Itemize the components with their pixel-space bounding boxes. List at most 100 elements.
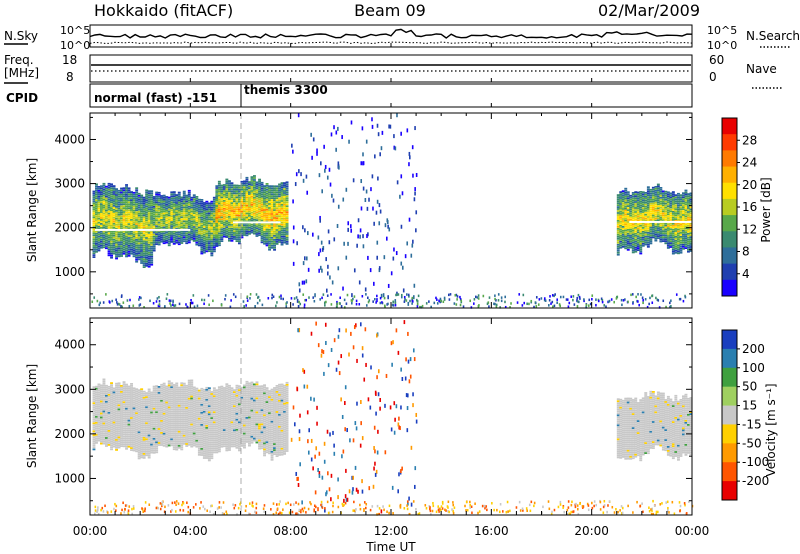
echo-cell xyxy=(195,237,199,240)
echo-cell xyxy=(172,436,176,438)
echo-cell xyxy=(270,207,274,209)
echo-cell xyxy=(135,248,139,251)
echo-cell xyxy=(210,232,214,235)
scatter-echo xyxy=(351,293,353,298)
echo-cell xyxy=(125,385,129,388)
echo-cell xyxy=(165,221,169,224)
ground-scatter-echo xyxy=(353,295,356,298)
echo-cell xyxy=(205,214,209,217)
ground-scatter-echo xyxy=(651,301,654,304)
echo-cell xyxy=(120,421,124,423)
ground-scatter-echo xyxy=(351,301,353,305)
echo-cell xyxy=(210,252,214,255)
echo-cell xyxy=(115,221,119,224)
echo-cell xyxy=(641,229,645,231)
scatter-echo xyxy=(345,187,348,192)
echo-cell xyxy=(165,212,169,214)
echo-cell xyxy=(682,245,685,248)
echo-cell xyxy=(95,415,98,418)
echo-cell xyxy=(150,435,154,438)
ground-scatter-echo xyxy=(551,300,554,304)
ground-scatter-echo xyxy=(421,304,424,308)
echo-cell xyxy=(97,417,101,420)
scatter-echo xyxy=(291,143,293,148)
echo-cell xyxy=(187,207,191,210)
echo-cell xyxy=(646,206,650,208)
echo-cell xyxy=(140,446,144,449)
echo-cell xyxy=(250,229,254,232)
echo-cell xyxy=(170,412,174,415)
echo-cell xyxy=(220,206,224,209)
echo-cell xyxy=(170,237,174,239)
echo-cell xyxy=(140,218,144,221)
echo-cell xyxy=(265,222,269,225)
echo-cell xyxy=(270,211,274,213)
scatter-echo xyxy=(388,227,391,232)
echo-cell xyxy=(127,239,131,241)
echo-cell xyxy=(230,196,234,198)
echo-cell xyxy=(150,417,154,420)
echo-cell xyxy=(122,439,126,442)
echo-cell xyxy=(145,221,149,224)
echo-cell xyxy=(165,407,169,410)
echo-cell xyxy=(140,256,144,258)
echo-cell xyxy=(135,440,139,443)
echo-cell xyxy=(100,422,103,425)
echo-cell xyxy=(95,209,98,211)
echo-cell xyxy=(225,220,229,223)
ground-scatter-echo xyxy=(504,305,507,309)
echo-cell xyxy=(160,436,164,438)
echo-cell xyxy=(117,223,121,226)
echo-cell xyxy=(95,407,98,410)
echo-cell xyxy=(263,219,267,221)
echo-cell xyxy=(125,391,129,394)
echo-cell xyxy=(258,196,262,199)
echo-cell xyxy=(644,237,648,240)
echo-cell xyxy=(150,245,154,248)
echo-cell xyxy=(646,232,650,234)
echo-cell xyxy=(157,428,161,430)
echo-cell xyxy=(669,200,673,203)
echo-cell xyxy=(137,212,141,215)
echo-cell xyxy=(170,400,174,403)
ground-scatter-echo xyxy=(169,302,171,305)
echo-cell xyxy=(674,232,678,234)
echo-cell xyxy=(172,440,176,442)
echo-cell xyxy=(157,223,161,226)
echo-cell xyxy=(142,390,146,393)
echo-cell xyxy=(273,211,277,213)
echo-cell xyxy=(147,402,151,405)
echo-cell xyxy=(177,235,181,238)
echo-cell xyxy=(649,212,653,215)
echo-cell xyxy=(629,244,633,247)
echo-cell xyxy=(228,204,231,206)
ground-scatter-echo xyxy=(411,302,413,305)
ground-scatter-echo xyxy=(387,302,389,306)
echo-cell xyxy=(150,409,154,412)
echo-cell xyxy=(137,250,141,253)
ground-scatter-echo xyxy=(122,301,125,304)
echo-cell xyxy=(222,211,226,214)
ground-scatter-echo xyxy=(395,293,397,297)
echo-cell xyxy=(165,200,169,202)
echo-cell xyxy=(117,231,121,234)
echo-cell xyxy=(155,211,159,214)
echo-gap xyxy=(232,221,281,224)
echo-cell xyxy=(122,227,126,229)
ground-scatter-echo xyxy=(587,304,590,307)
echo-cell xyxy=(117,225,121,228)
echo-cell xyxy=(110,231,114,233)
echo-cell xyxy=(661,208,665,211)
echo-cell xyxy=(689,224,693,227)
echo-cell xyxy=(152,413,156,416)
echo-cell xyxy=(192,222,196,224)
echo-cell xyxy=(95,187,98,190)
echo-cell xyxy=(165,198,169,200)
echo-cell xyxy=(210,204,214,207)
ground-scatter-echo xyxy=(460,299,463,302)
echo-cell xyxy=(654,235,658,238)
echo-cell xyxy=(112,433,116,436)
echo-cell xyxy=(155,387,159,390)
colorbar-segment xyxy=(722,263,737,281)
echo-cell xyxy=(110,416,114,419)
